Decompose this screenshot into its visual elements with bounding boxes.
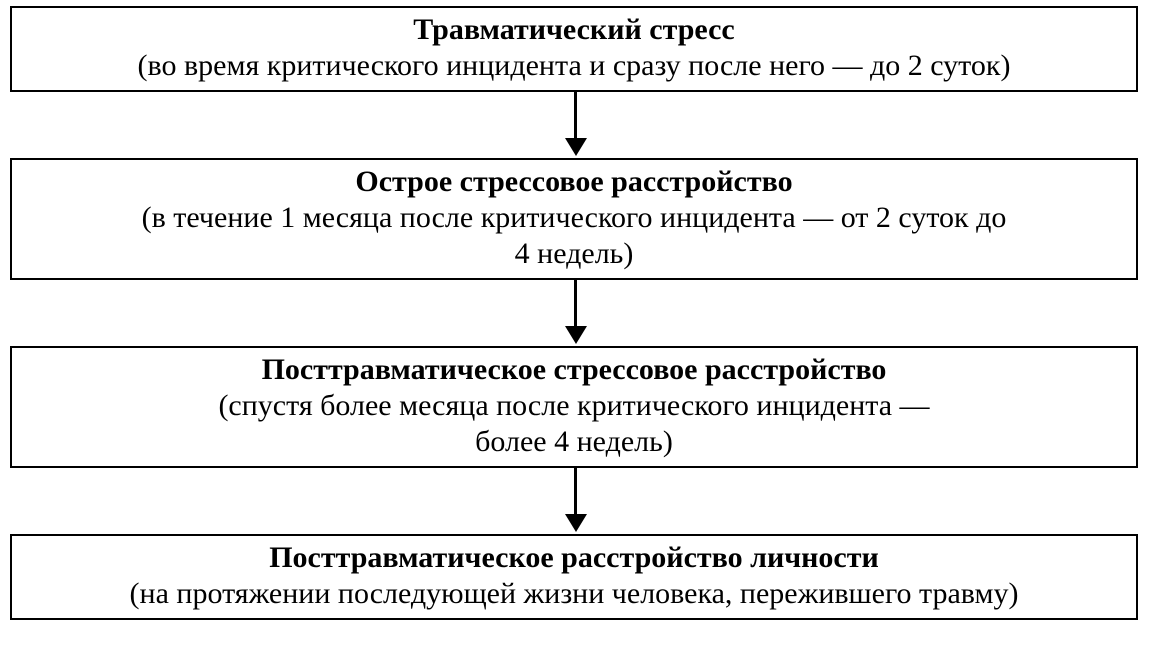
arrow-head-icon	[565, 514, 587, 532]
node-subtitle: (во время критического инцидента и сразу…	[20, 48, 1128, 84]
node-subtitle-line1: (спустя более месяца после критического …	[20, 388, 1128, 424]
node-title: Травматический стресс	[20, 12, 1128, 48]
node-title: Посттравматическое стрессовое расстройст…	[20, 352, 1128, 388]
flow-node-3: Посттравматическое стрессовое расстройст…	[10, 346, 1138, 468]
arrow-line-1	[574, 92, 577, 138]
node-subtitle-line1: (в течение 1 месяца после критического и…	[20, 200, 1128, 236]
flow-node-2: Острое стрессовое расстройство (в течени…	[10, 158, 1138, 280]
flowchart-canvas: Травматический стресс (во время критичес…	[0, 0, 1150, 648]
node-subtitle-line2: более 4 недель)	[20, 424, 1128, 460]
node-subtitle-line2: 4 недель)	[20, 236, 1128, 272]
node-title: Острое стрессовое расстройство	[20, 164, 1128, 200]
arrow-head-icon	[565, 138, 587, 156]
flow-node-1: Травматический стресс (во время критичес…	[10, 6, 1138, 92]
arrow-line-3	[574, 468, 577, 514]
node-title: Посттравматическое расстройство личности	[20, 540, 1128, 576]
arrow-line-2	[574, 280, 577, 326]
arrow-head-icon	[565, 326, 587, 344]
flow-node-4: Посттравматическое расстройство личности…	[10, 534, 1138, 620]
node-subtitle: (на протяжении последующей жизни человек…	[20, 576, 1128, 612]
